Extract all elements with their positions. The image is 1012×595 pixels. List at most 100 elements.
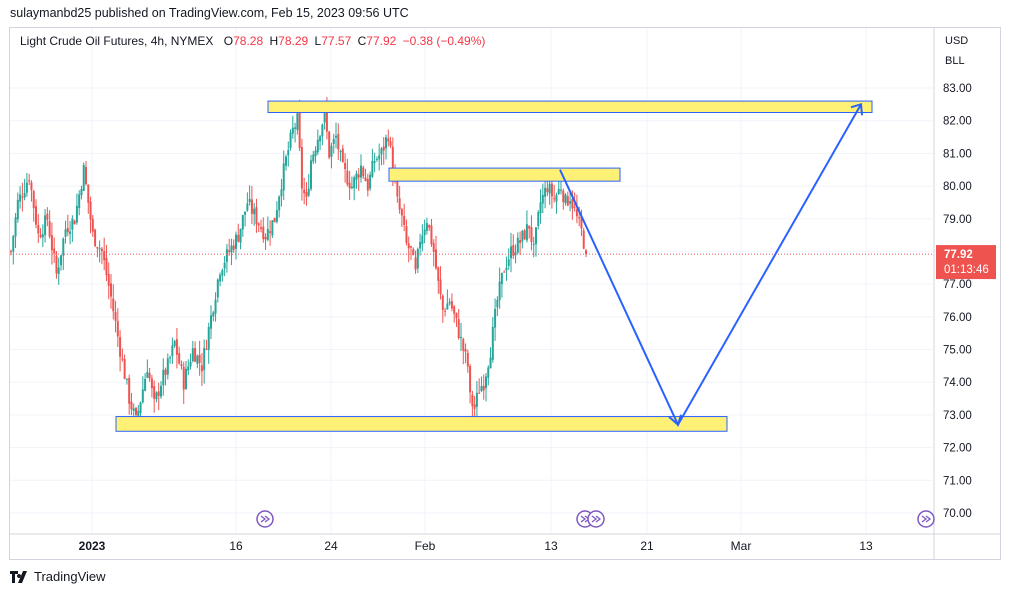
candle-body (250, 199, 253, 214)
last-price-badge (936, 245, 996, 280)
event-markers (256, 510, 935, 528)
candle-body (553, 198, 556, 200)
candle-body (325, 110, 328, 132)
candle-body (16, 199, 19, 220)
candle-body (335, 135, 337, 138)
candle-body (194, 348, 197, 362)
candle-body (514, 252, 517, 256)
candle-body (130, 401, 133, 410)
candle-body (150, 378, 153, 389)
candle-body (544, 187, 547, 197)
footer-brand[interactable]: TradingView (10, 569, 106, 584)
chart-frame[interactable] (9, 27, 1001, 560)
x-tick-label: 13 (859, 539, 873, 553)
candle-body (348, 182, 351, 189)
candle-body (41, 234, 44, 238)
candle-body (341, 148, 344, 162)
candle-body (446, 303, 449, 310)
candle-body (473, 404, 476, 409)
candle-body (539, 202, 542, 214)
candle-body (582, 230, 585, 249)
candle-body (10, 251, 12, 253)
candle-body (241, 215, 244, 230)
candle-body (330, 145, 333, 157)
price-axis: USDBLL83.0082.0081.0080.0079.0078.0077.0… (933, 28, 996, 560)
candle-body (246, 203, 249, 211)
candle-body (530, 227, 533, 243)
candle-body (575, 209, 578, 217)
candle-body (94, 229, 97, 247)
candle-body (300, 147, 303, 189)
zone-rectangle (267, 100, 873, 114)
candle-body (410, 246, 412, 248)
candle-body (362, 167, 365, 177)
candle-body (44, 215, 47, 236)
candle-body (196, 355, 199, 364)
event-marker-icon[interactable] (587, 510, 605, 528)
candle-body (116, 321, 119, 337)
candle-body (46, 213, 49, 220)
candle-body (37, 225, 40, 234)
candle-body (491, 326, 494, 360)
candle-body (385, 137, 387, 149)
candle-body (121, 358, 124, 360)
candle-body (460, 336, 462, 339)
candle-body (148, 373, 151, 379)
symbol-name[interactable]: Light Crude Oil Futures, 4h, NYMEX (20, 34, 214, 48)
candle-body (310, 160, 312, 189)
candle-body (489, 357, 492, 369)
candle-body (219, 274, 222, 282)
candle-body (166, 358, 169, 375)
candle-body (262, 226, 265, 240)
candle-body (48, 221, 51, 237)
candle-body (155, 392, 158, 400)
candle-body (200, 365, 203, 372)
y-tick-label: 81.00 (943, 148, 972, 160)
candle-body (294, 127, 297, 129)
candle-body (30, 182, 33, 191)
candle-body (244, 211, 247, 215)
candle-body (560, 189, 562, 191)
y-tick-label: 75.00 (943, 345, 972, 357)
candle-body (21, 196, 24, 198)
candle-body (107, 274, 110, 286)
candle-body (498, 281, 501, 301)
candle-body (144, 378, 147, 391)
candle-body (85, 167, 87, 185)
x-tick-label: 2023 (79, 539, 106, 553)
candle-body (228, 250, 231, 253)
y-tick-label: 83.00 (943, 83, 972, 95)
candle-body (239, 228, 242, 243)
event-marker-icon[interactable] (917, 510, 935, 528)
projection-path (559, 103, 862, 427)
candle-body (71, 218, 74, 230)
event-marker-icon[interactable] (256, 510, 274, 528)
x-tick-label: 24 (324, 539, 338, 553)
candle-body (562, 190, 565, 203)
candle-body (75, 205, 78, 223)
candle-body (214, 299, 217, 314)
candle-body (73, 220, 76, 225)
zone-rectangle (388, 167, 621, 182)
arrow-head-down (668, 414, 682, 427)
candle-body (103, 251, 106, 261)
candle-body (169, 357, 172, 359)
candle-body (237, 234, 240, 242)
candle-body (578, 217, 581, 219)
candle-body (412, 249, 415, 256)
y-tick-label: 70.00 (943, 508, 972, 520)
candle-body (207, 326, 210, 350)
candle-body (253, 208, 256, 215)
candle-body (389, 141, 392, 146)
candle-body (457, 319, 460, 339)
candle-body (496, 299, 499, 308)
candle-body (164, 369, 167, 375)
y-tick-label: 80.00 (943, 181, 972, 193)
candle-body (157, 391, 160, 396)
candle-body (512, 245, 515, 256)
candle-body (516, 237, 519, 253)
candle-body (487, 367, 490, 378)
candle-body (464, 349, 467, 352)
candle-body (66, 227, 69, 233)
